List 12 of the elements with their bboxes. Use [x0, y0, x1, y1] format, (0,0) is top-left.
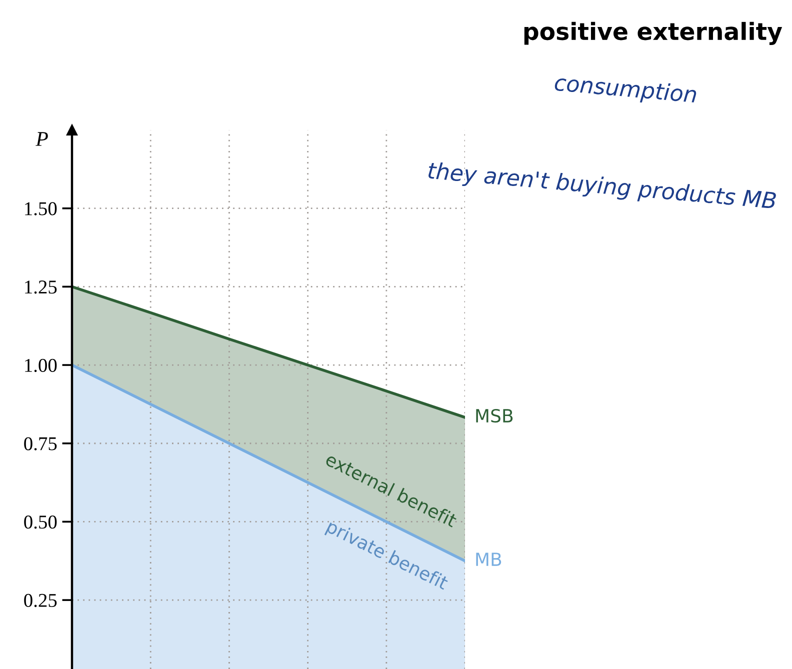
series-label: MB: [476, 552, 502, 566]
y-tick-label: 0.50: [24, 516, 57, 529]
text: consumption: [554, 73, 697, 108]
text: positive externality: [524, 22, 782, 45]
y-tick-label: 0.75: [24, 437, 57, 450]
series-label: MSB: [476, 408, 513, 423]
y-tick-label: 1.50: [25, 202, 57, 216]
y-tick-label: 0.25: [24, 594, 57, 608]
y-tick-label: 1.00: [25, 358, 57, 372]
y-tick-label: 1.25: [25, 280, 57, 294]
y-axis-title: P: [36, 132, 48, 146]
annotation: they aren't buying products MB: [428, 161, 776, 214]
